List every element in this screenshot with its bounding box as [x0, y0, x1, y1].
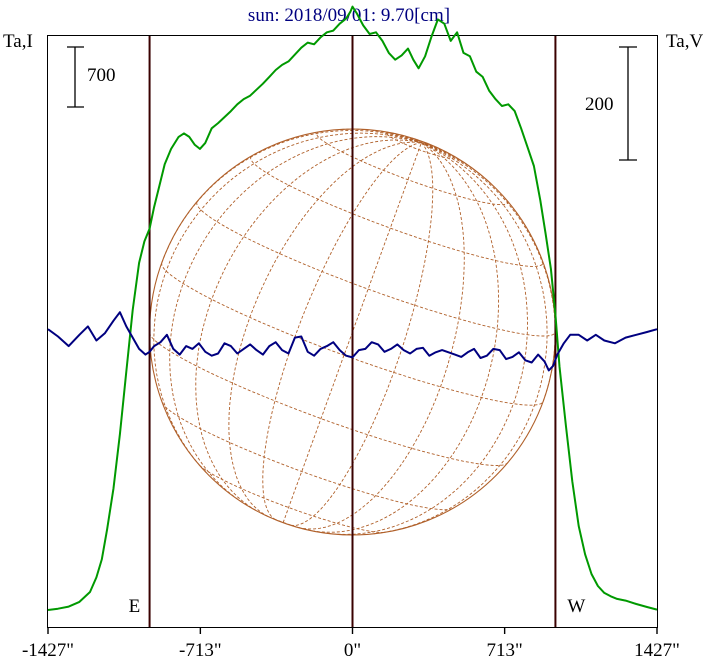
- longitude-line: [311, 142, 500, 533]
- series-polarization-line: [47, 311, 658, 372]
- latitude-line: [161, 402, 453, 511]
- x-tick-label: -713": [179, 640, 222, 661]
- longitude-line: [290, 142, 434, 526]
- longitude-line: [327, 142, 528, 535]
- longitude-line: [228, 141, 422, 518]
- longitude-line: [421, 142, 492, 185]
- left-axis-label: Ta,I: [3, 31, 33, 52]
- latitude-line: [161, 262, 544, 406]
- right-axis-label: Ta,V: [666, 31, 703, 52]
- right-scale-bar: 200: [585, 46, 637, 161]
- left-scale-bar: 700: [67, 46, 116, 108]
- longitude-line: [195, 139, 422, 511]
- series-intensity-line: [47, 5, 658, 611]
- series-layer: [47, 5, 658, 611]
- longitude-line: [169, 136, 422, 503]
- x-tick-label: 713": [487, 640, 523, 661]
- longitude-line: [298, 142, 465, 530]
- x-tick-label: -1427": [22, 640, 74, 661]
- latitude-line: [316, 131, 509, 206]
- x-axis-ticks: -1427" -713" 0" 713" 1427": [22, 627, 680, 661]
- longitude-line: [153, 132, 422, 474]
- x-tick-label: 1427": [634, 640, 680, 661]
- marker-label: E: [129, 596, 141, 617]
- longitude-line: [282, 142, 422, 523]
- marker-label: W: [567, 596, 585, 617]
- longitude-line: [262, 142, 422, 520]
- x-tick-label: 0": [344, 640, 361, 661]
- right-scale-bar-label: 200: [585, 94, 614, 115]
- latitude-line: [250, 156, 544, 267]
- latitude-line: [199, 465, 384, 533]
- longitude-line: [373, 142, 548, 535]
- latitude-line: [149, 332, 508, 466]
- left-scale-bar-label: 700: [87, 65, 116, 86]
